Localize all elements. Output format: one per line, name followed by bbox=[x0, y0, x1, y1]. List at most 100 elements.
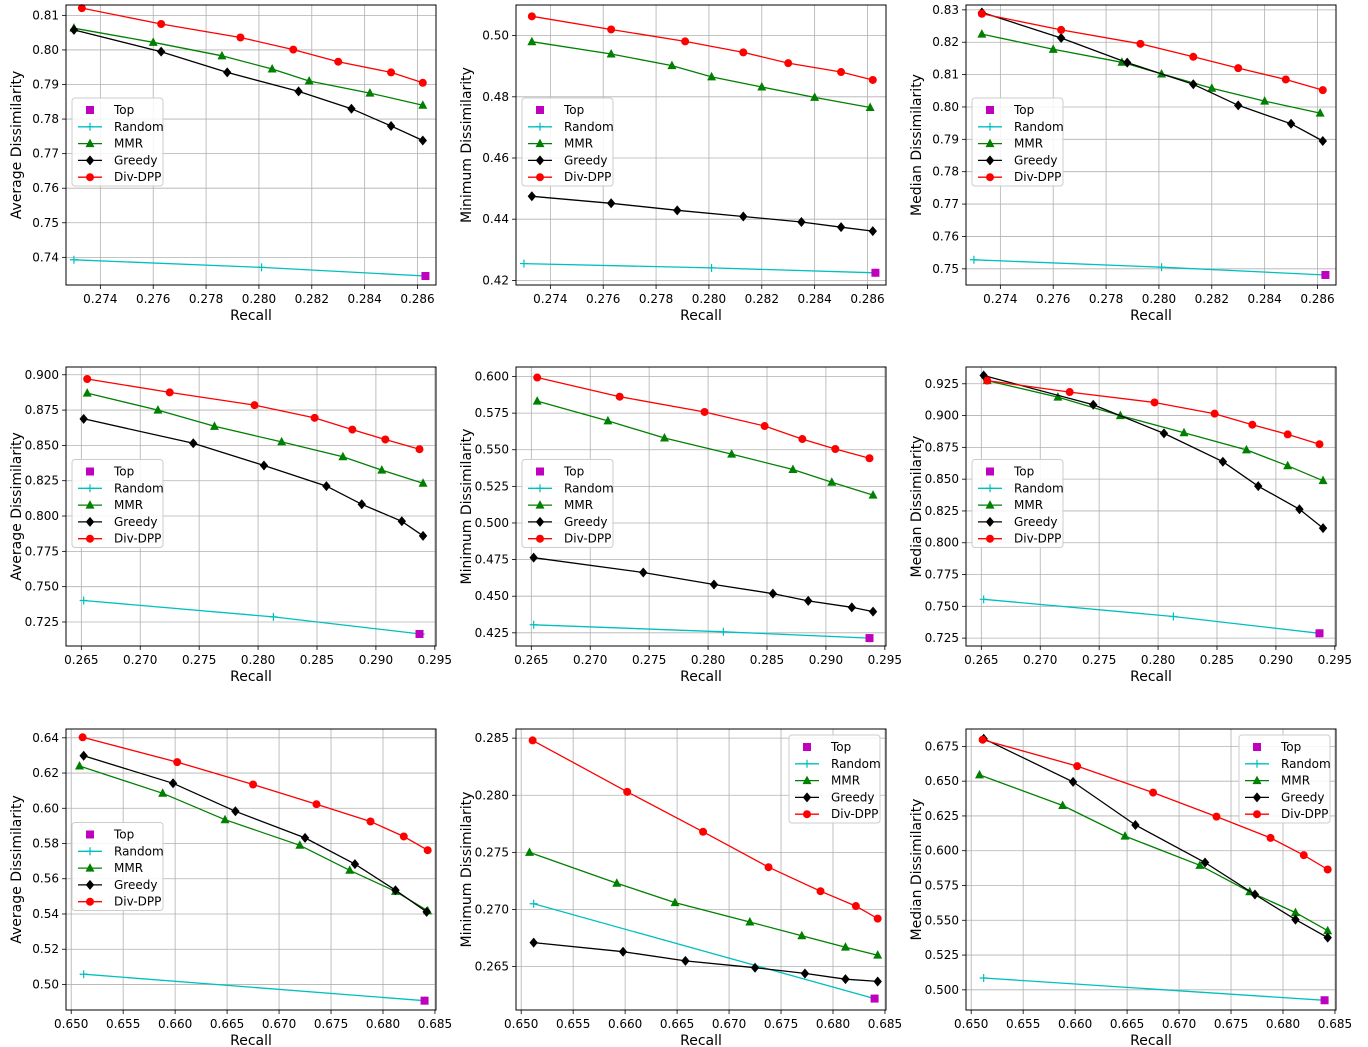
plot-frame bbox=[65, 366, 437, 647]
series-random bbox=[979, 974, 1329, 1005]
series-div-dpp bbox=[527, 12, 877, 84]
chart-panel-9: 0.650 0.655 0.660 0.665 0.670 0.675 0.680 0.685… bbox=[909, 728, 1352, 1047]
legend-label: Greedy bbox=[831, 790, 874, 804]
data-point bbox=[659, 433, 669, 442]
data-point bbox=[415, 445, 424, 454]
data-point bbox=[527, 36, 537, 46]
data-point bbox=[739, 48, 748, 57]
legend-label: Div-DPP bbox=[114, 170, 161, 184]
y-axis-label: Average Dissimilarity bbox=[9, 795, 25, 944]
data-point bbox=[810, 92, 820, 101]
data-point bbox=[1150, 398, 1159, 407]
data-point bbox=[615, 392, 624, 401]
y-tick-label: 0.82 bbox=[932, 35, 959, 49]
y-tick-label: 0.900 bbox=[25, 368, 59, 382]
y-tick-label: 0.83 bbox=[932, 3, 959, 17]
x-tick-label: 0.665 bbox=[660, 1017, 694, 1031]
legend-marker bbox=[1252, 792, 1262, 803]
plot-frame bbox=[965, 4, 1337, 286]
data-point bbox=[639, 567, 648, 578]
data-point bbox=[983, 376, 992, 385]
y-tick-label: 0.575 bbox=[925, 878, 959, 892]
data-point bbox=[277, 436, 287, 446]
data-point bbox=[304, 76, 314, 85]
data-point bbox=[865, 102, 875, 112]
data-point bbox=[750, 962, 760, 973]
data-point bbox=[415, 629, 424, 638]
x-tick-label: 0.270 bbox=[1023, 653, 1057, 667]
series-line bbox=[983, 598, 1320, 634]
data-point bbox=[1254, 481, 1263, 492]
series-greedy bbox=[977, 7, 1327, 146]
data-point bbox=[79, 970, 88, 979]
data-point bbox=[525, 847, 535, 856]
x-tick-label: 0.274 bbox=[83, 292, 117, 306]
data-point bbox=[189, 438, 198, 449]
data-point bbox=[347, 103, 356, 114]
x-axis-label: Recall bbox=[1130, 669, 1172, 685]
x-tick-label: 0.670 bbox=[712, 1017, 746, 1031]
legend-box bbox=[971, 459, 1064, 548]
legend: Top Random MMR Greedy Div-DPP bbox=[1238, 734, 1331, 824]
data-point bbox=[75, 760, 85, 770]
legend-marker bbox=[536, 173, 544, 182]
series-top bbox=[871, 268, 880, 277]
x-tick-label: 0.290 bbox=[359, 653, 393, 667]
data-point bbox=[868, 75, 877, 84]
x-tick-label: 0.286 bbox=[850, 292, 884, 306]
data-point bbox=[1315, 440, 1324, 449]
data-point bbox=[223, 67, 232, 78]
y-tick-label: 0.575 bbox=[475, 406, 509, 420]
data-point bbox=[1159, 428, 1169, 439]
legend-marker bbox=[986, 484, 994, 493]
legend-label: MMR bbox=[831, 774, 860, 788]
x-tick-label: 0.650 bbox=[504, 1017, 538, 1031]
y-tick-label: 0.79 bbox=[932, 132, 959, 146]
x-tick-label: 0.280 bbox=[692, 292, 726, 306]
y-tick-label: 0.800 bbox=[25, 509, 59, 523]
data-point bbox=[606, 198, 616, 209]
data-point bbox=[1234, 64, 1243, 73]
series-top bbox=[1320, 996, 1329, 1005]
data-point bbox=[1318, 523, 1328, 534]
legend-label: Random bbox=[564, 481, 614, 495]
data-point bbox=[607, 25, 616, 34]
legend-label: Greedy bbox=[564, 153, 607, 167]
x-tick-label: 0.278 bbox=[1089, 292, 1123, 306]
legend-marker bbox=[536, 534, 544, 543]
legend-label: Random bbox=[114, 120, 164, 134]
legend-box bbox=[1238, 734, 1331, 824]
data-point bbox=[1189, 79, 1198, 90]
y-tick-label: 0.79 bbox=[32, 78, 59, 92]
legend-label: Top bbox=[113, 828, 134, 842]
data-point bbox=[422, 906, 431, 917]
data-point bbox=[418, 100, 428, 109]
data-point bbox=[1299, 851, 1308, 860]
series-random bbox=[969, 255, 1330, 279]
x-tick-label: 0.285 bbox=[1200, 653, 1234, 667]
y-tick-label: 0.265 bbox=[475, 960, 509, 974]
data-point bbox=[1149, 788, 1158, 797]
data-point bbox=[312, 800, 321, 809]
chart-panel-1: 0.274 0.276 0.278 0.280 0.282 0.284 0.286 0.74 0… bbox=[9, 4, 437, 324]
data-point bbox=[681, 37, 690, 46]
legend-marker bbox=[85, 879, 95, 890]
series-mmr bbox=[82, 388, 428, 487]
y-tick-label: 0.875 bbox=[925, 440, 959, 454]
y-tick-label: 0.450 bbox=[475, 589, 509, 603]
data-point bbox=[1323, 925, 1333, 935]
data-point bbox=[1234, 100, 1243, 111]
legend-label: MMR bbox=[564, 137, 593, 151]
data-point bbox=[1318, 475, 1328, 485]
x-tick-label: 0.655 bbox=[106, 1017, 140, 1031]
x-tick-label: 0.660 bbox=[608, 1017, 642, 1031]
chart-panel-7: 0.650 0.655 0.660 0.665 0.670 0.675 0.680 0.685… bbox=[9, 728, 452, 1047]
legend-marker bbox=[803, 759, 811, 768]
data-point bbox=[837, 68, 846, 77]
plot-frame bbox=[965, 728, 1337, 1011]
series-line bbox=[531, 195, 873, 232]
data-point bbox=[269, 612, 278, 621]
data-point bbox=[79, 596, 88, 605]
grid bbox=[516, 367, 886, 646]
